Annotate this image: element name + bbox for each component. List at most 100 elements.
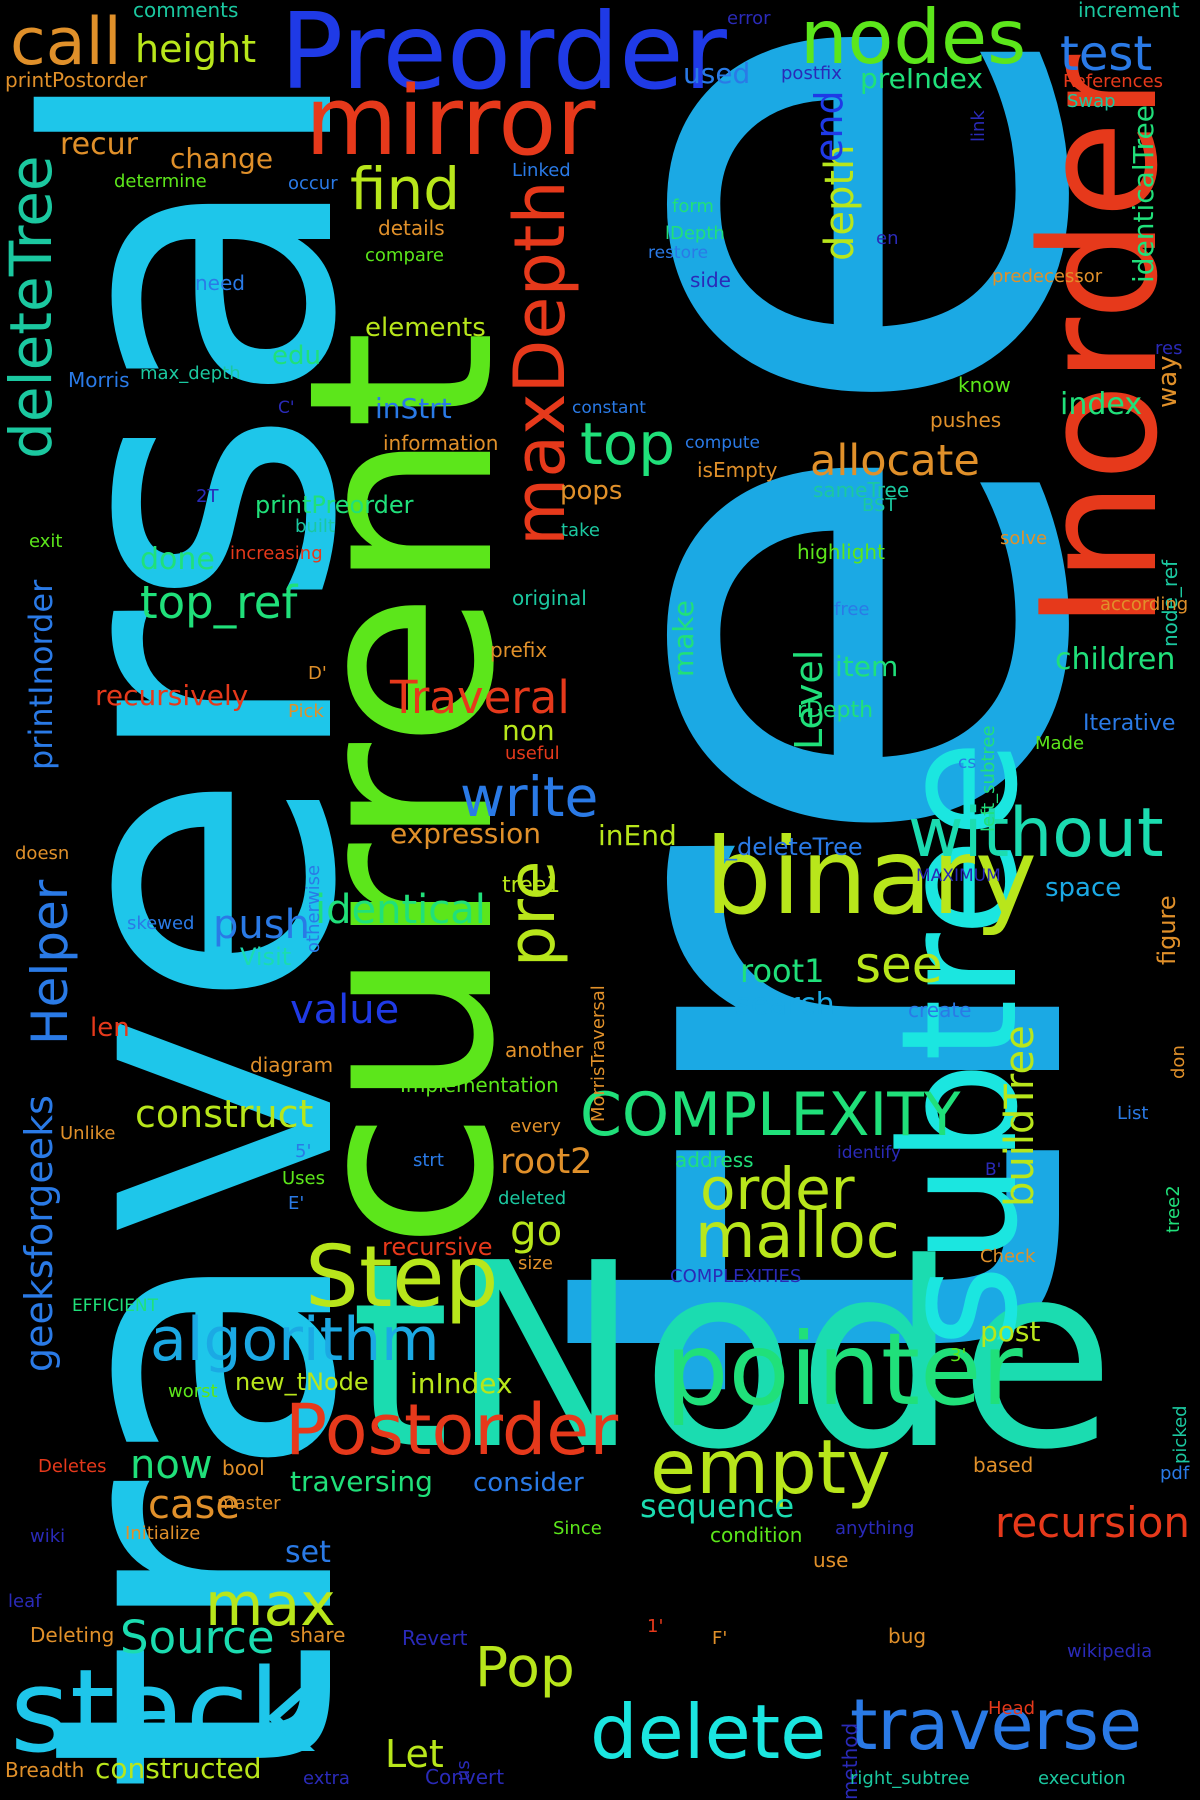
word-list: List bbox=[1117, 1103, 1149, 1124]
word-leaf: leaf bbox=[8, 1591, 42, 1612]
word-create: create bbox=[908, 998, 972, 1022]
word-size: size bbox=[518, 1253, 553, 1274]
word-test: test bbox=[1060, 26, 1153, 82]
word-mirror: mirror bbox=[305, 67, 596, 177]
word-references: References bbox=[1063, 71, 1164, 92]
word-item: item bbox=[835, 650, 899, 683]
word-sametree: sameTree bbox=[813, 478, 910, 502]
word-occur: occur bbox=[288, 173, 338, 194]
word-know: know bbox=[958, 373, 1011, 397]
word-go: go bbox=[510, 1206, 563, 1255]
word-morristraversal: MorrisTraversal bbox=[588, 985, 609, 1122]
word-space: space bbox=[1045, 873, 1122, 903]
word-extra: extra bbox=[303, 1768, 350, 1789]
word-helper: Helper bbox=[21, 879, 79, 1045]
word-preindex: preIndex bbox=[860, 62, 983, 95]
word-linked: Linked bbox=[512, 160, 571, 181]
word-original: original bbox=[512, 586, 587, 610]
word-otherwise: otherwise bbox=[303, 864, 324, 953]
word-post: post bbox=[980, 1315, 1041, 1348]
word-identify: identify bbox=[837, 1143, 901, 1163]
word-used: used bbox=[683, 57, 751, 90]
word-worst: worst bbox=[168, 1381, 218, 1402]
word-complexity: COMPLEXITY bbox=[580, 1080, 961, 1150]
word-pointer: pointer bbox=[665, 1311, 1023, 1428]
word-done: done bbox=[140, 542, 215, 577]
word-algorithm: algorithm bbox=[150, 1305, 440, 1375]
word-breadth: Breadth bbox=[5, 1758, 85, 1782]
word-free: free bbox=[834, 599, 870, 620]
word-make: make bbox=[667, 600, 700, 677]
word-empty: empty bbox=[650, 1423, 891, 1511]
word-binary: binary bbox=[705, 816, 1038, 938]
word-push: push bbox=[213, 902, 310, 948]
word-depth: depth bbox=[817, 144, 863, 261]
word-traversing: traversing bbox=[290, 1465, 433, 1498]
word-len: len bbox=[90, 1013, 130, 1043]
word-value: value bbox=[290, 987, 400, 1033]
word-compare: compare bbox=[365, 245, 444, 266]
word-pdf: pdf bbox=[1160, 1463, 1190, 1484]
word-root1: root1 bbox=[740, 952, 825, 990]
word-comments: comments bbox=[133, 0, 239, 22]
word-picked: picked bbox=[1170, 1405, 1191, 1464]
word-bug: bug bbox=[888, 1624, 927, 1648]
word-revert: Revert bbox=[402, 1626, 468, 1650]
word-find: find bbox=[350, 155, 461, 223]
word-cs: cs bbox=[958, 753, 977, 773]
word-left-subtree: left_subtree bbox=[978, 725, 999, 832]
word-pushes: pushes bbox=[930, 408, 1002, 432]
word-another: another bbox=[505, 1038, 584, 1062]
word-visit: Visit bbox=[240, 943, 292, 971]
word-max-depth: max_depth bbox=[140, 363, 241, 384]
word-predecessor: predecessor bbox=[992, 266, 1103, 287]
word-implementation: Implementation bbox=[400, 1073, 559, 1097]
word-right-subtree: right_subtree bbox=[850, 1768, 970, 1789]
word-nodes: nodes bbox=[800, 0, 1027, 81]
word-condition: condition bbox=[710, 1523, 803, 1547]
word-elements: elements bbox=[365, 313, 486, 343]
word-efficient: EFFICIENT bbox=[72, 1296, 159, 1316]
word-change: change bbox=[170, 142, 274, 175]
word-res: res bbox=[1155, 338, 1183, 359]
word-5-: 5' bbox=[295, 1141, 312, 1162]
word-determine: determine bbox=[114, 171, 207, 192]
word-since: Since bbox=[553, 1518, 602, 1539]
word-see: see bbox=[855, 936, 943, 994]
word-made: Made bbox=[1035, 733, 1085, 754]
word-master: master bbox=[217, 1493, 281, 1514]
word-swap: Swap bbox=[1067, 91, 1116, 112]
word-tnode: tNode bbox=[350, 1209, 1116, 1506]
word-construct: construct bbox=[135, 1092, 314, 1136]
word-details: details bbox=[378, 216, 445, 240]
word-f-: F' bbox=[712, 1628, 728, 1649]
word-printinorder: printInorder bbox=[22, 579, 60, 770]
word-restore: restore bbox=[648, 243, 709, 263]
word-2t: 2T bbox=[196, 486, 219, 507]
word-recur: recur bbox=[60, 127, 138, 162]
word-identical: identical bbox=[315, 887, 486, 933]
word-e-: E' bbox=[288, 1193, 305, 1214]
word-root2: root2 bbox=[500, 1142, 593, 1182]
word-iterative: Iterative bbox=[1083, 711, 1176, 736]
word-order: order bbox=[700, 1155, 855, 1223]
word-delete: delete bbox=[590, 1688, 827, 1776]
word-source: Source bbox=[120, 1611, 275, 1664]
word-recursive: recursive bbox=[382, 1233, 493, 1261]
word-search: search bbox=[735, 987, 835, 1022]
word-based: based bbox=[973, 1453, 1034, 1477]
word-edu: edu bbox=[272, 341, 321, 371]
word-c-: C' bbox=[278, 398, 295, 418]
word-en: en bbox=[876, 228, 899, 249]
word-deletetree: deleteTree bbox=[0, 155, 65, 459]
word-3-: 3' bbox=[950, 1345, 967, 1366]
word-bst: BST bbox=[862, 495, 897, 516]
word-postorder: Postorder bbox=[285, 1389, 619, 1471]
word-traverse: traverse bbox=[850, 1684, 1142, 1766]
word-wikipedia: wikipedia bbox=[1067, 1641, 1153, 1662]
word-deleting: Deleting bbox=[30, 1623, 115, 1647]
word-b-: B' bbox=[985, 1160, 1002, 1180]
word-increasing: increasing bbox=[230, 543, 323, 564]
word-expression: expression bbox=[390, 817, 542, 850]
